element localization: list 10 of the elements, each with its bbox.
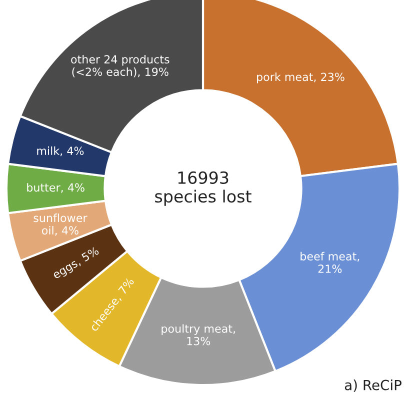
slice-label: sunflower oil, 4% bbox=[34, 214, 88, 236]
slice-label: eggs, 5% bbox=[52, 246, 100, 281]
slice-label: poultry meat, 13% bbox=[162, 324, 235, 346]
text: 16993 species lost bbox=[155, 171, 252, 206]
slice-label: other 24 products (<2% each), 19% bbox=[71, 54, 170, 78]
slice-label: pork meat, 23% bbox=[257, 72, 344, 84]
slice-label: butter, 4% bbox=[27, 183, 84, 193]
text: a) ReCiP bbox=[344, 380, 402, 392]
slice-label: milk, 4% bbox=[37, 146, 84, 156]
slice-label: beef meat, 21% bbox=[300, 252, 360, 273]
